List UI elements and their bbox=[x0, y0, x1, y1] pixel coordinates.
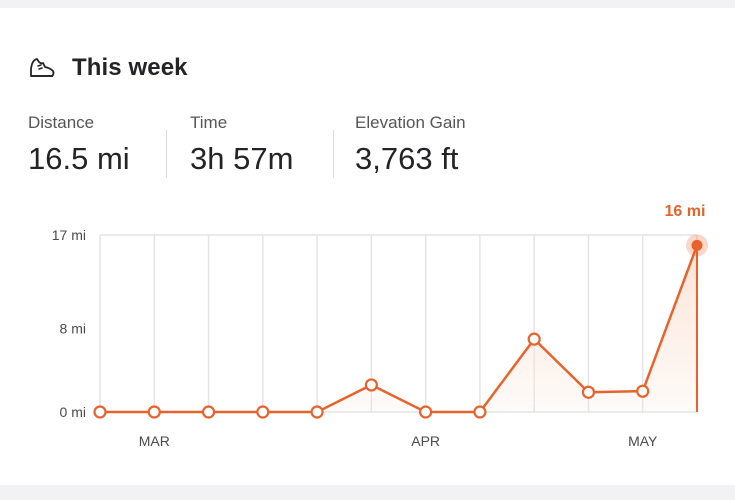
y-tick-label: 17 mi bbox=[52, 227, 86, 243]
data-point bbox=[310, 405, 324, 419]
series-area bbox=[100, 245, 697, 412]
data-point bbox=[147, 405, 161, 419]
data-point bbox=[581, 385, 596, 399]
stat-time: Time 3h 57m bbox=[190, 112, 333, 178]
data-point bbox=[364, 378, 378, 392]
highlight-value-label: 16 mi bbox=[665, 203, 706, 220]
stat-time-label: Time bbox=[190, 113, 228, 132]
y-tick-label: 8 mi bbox=[60, 321, 86, 337]
stat-elevation: Elevation Gain 3,763 ft bbox=[355, 112, 466, 178]
card-title: This week bbox=[72, 54, 188, 81]
stat-distance: Distance 16.5 mi bbox=[28, 112, 166, 178]
x-tick-label: MAY bbox=[628, 433, 658, 449]
x-tick-label: APR bbox=[411, 433, 440, 449]
stat-elevation-value: 3,763 ft bbox=[355, 141, 459, 176]
shoe-icon bbox=[30, 58, 55, 77]
x-tick-label: MAR bbox=[139, 433, 170, 449]
data-point bbox=[419, 405, 433, 419]
data-point bbox=[636, 384, 650, 398]
data-point bbox=[93, 405, 107, 419]
stat-divider bbox=[333, 130, 334, 178]
highlight-point bbox=[691, 239, 703, 251]
data-point bbox=[201, 405, 216, 419]
stat-time-value: 3h 57m bbox=[190, 141, 294, 176]
card-header: This week bbox=[28, 54, 188, 82]
data-point bbox=[473, 405, 487, 419]
stat-elevation-label: Elevation Gain bbox=[355, 113, 466, 132]
stat-divider bbox=[166, 130, 167, 178]
y-tick-label: 0 mi bbox=[60, 404, 86, 420]
stat-distance-label: Distance bbox=[28, 113, 95, 132]
stat-distance-value: 16.5 mi bbox=[28, 141, 130, 176]
stats-row: Distance 16.5 mi Time 3h 57m Elevation G… bbox=[28, 112, 466, 178]
series-line bbox=[100, 244, 699, 414]
data-point bbox=[256, 405, 270, 419]
data-point bbox=[527, 332, 541, 346]
